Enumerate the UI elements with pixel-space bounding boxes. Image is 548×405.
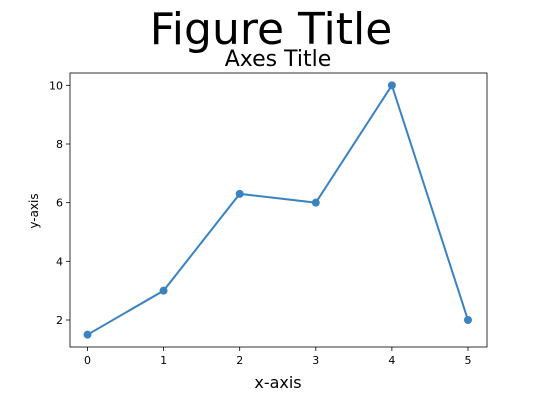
series-line [87, 83, 469, 336]
y-axis-label: y-axis [27, 193, 41, 228]
axes-title: Axes Title [225, 47, 332, 72]
data-point [159, 286, 168, 295]
x-tick-label: 3 [312, 354, 319, 367]
y-tick-label: 8 [56, 138, 63, 151]
y-tick-label: 2 [56, 314, 63, 327]
plot-area [69, 72, 488, 348]
x-tick-label: 4 [388, 354, 395, 367]
y-axis-ticks: 2 4 6 8 10 [49, 79, 70, 327]
data-point [311, 198, 320, 207]
data-point [387, 81, 396, 90]
y-tick-label: 10 [49, 79, 63, 92]
x-tick-label: 0 [84, 354, 91, 367]
data-point [235, 189, 244, 198]
series-markers [83, 81, 472, 339]
x-tick-label: 1 [160, 354, 167, 367]
data-point [463, 316, 472, 325]
figure-title: Figure Title [150, 4, 393, 55]
x-tick-label: 2 [236, 354, 243, 367]
y-tick-label: 4 [56, 255, 63, 268]
data-point [83, 330, 92, 339]
x-axis-ticks: 0 1 2 3 4 5 [84, 347, 471, 367]
x-tick-label: 5 [464, 354, 471, 367]
x-axis-label: x-axis [254, 373, 301, 392]
y-tick-label: 6 [56, 197, 63, 210]
